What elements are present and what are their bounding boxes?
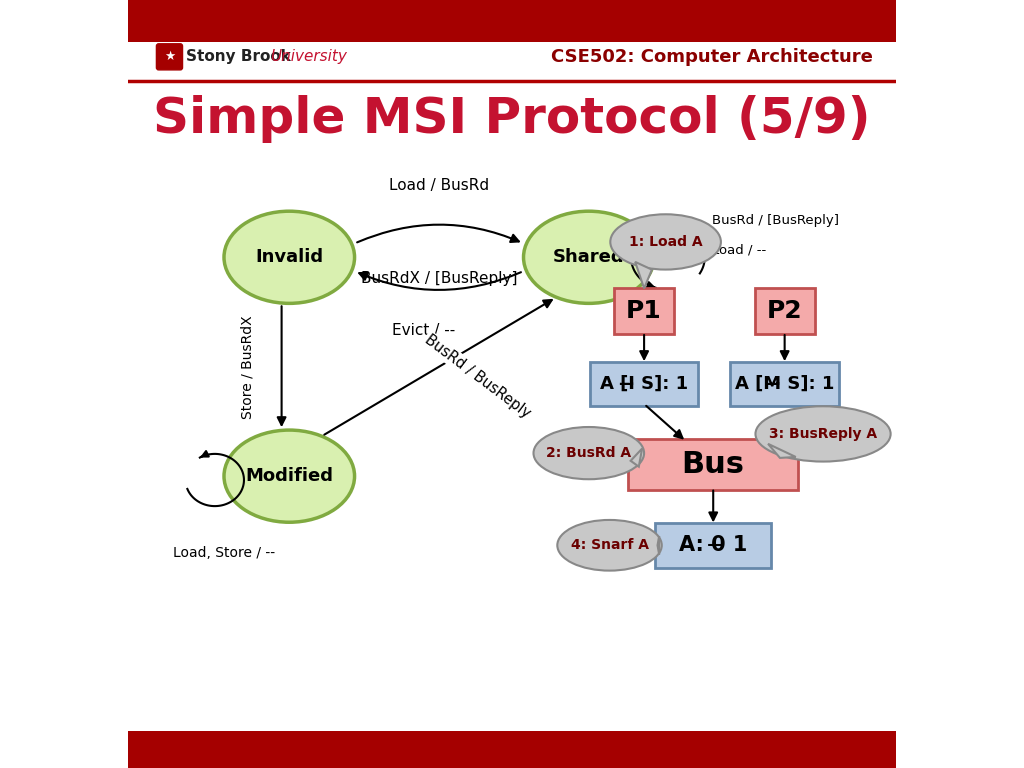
Text: Load / --: Load / -- [712,243,766,256]
Text: 2: BusRd A: 2: BusRd A [546,446,632,460]
Text: 1: Load A: 1: Load A [629,235,702,249]
Polygon shape [631,449,642,467]
Ellipse shape [557,520,662,571]
FancyBboxPatch shape [655,523,771,568]
FancyBboxPatch shape [755,288,814,335]
Text: P1: P1 [627,299,662,323]
FancyBboxPatch shape [614,288,674,335]
Text: Simple MSI Protocol (5/9): Simple MSI Protocol (5/9) [154,95,870,143]
Bar [128,0,896,42]
Text: A: 0̶ 1: A: 0̶ 1 [679,535,748,555]
Text: P2: P2 [767,299,803,323]
Polygon shape [657,536,659,554]
Polygon shape [768,444,796,458]
Text: A [I̶ S]: 1: A [I̶ S]: 1 [600,375,688,393]
Text: University: University [270,49,347,65]
Text: Load / BusRd: Load / BusRd [389,178,489,194]
Text: 3: BusReply A: 3: BusReply A [769,427,878,441]
Text: Load, Store / --: Load, Store / -- [173,546,275,560]
Text: Bus: Bus [682,450,744,479]
FancyBboxPatch shape [590,362,698,406]
Ellipse shape [756,406,891,462]
Text: Modified: Modified [246,467,333,485]
FancyBboxPatch shape [730,362,839,406]
Ellipse shape [534,427,644,479]
Ellipse shape [224,211,354,303]
FancyBboxPatch shape [629,439,798,490]
Text: ★: ★ [164,51,175,63]
Ellipse shape [224,430,354,522]
Text: Stony Brook: Stony Brook [185,49,291,65]
Text: A [M̶ S]: 1: A [M̶ S]: 1 [735,375,835,393]
Text: Store / BusRdX: Store / BusRdX [240,315,254,419]
Text: BusRd / BusReply: BusRd / BusReply [422,332,534,421]
Text: Invalid: Invalid [255,248,324,266]
Ellipse shape [523,211,654,303]
Text: CSE502: Computer Architecture: CSE502: Computer Architecture [551,48,872,66]
Text: 4: Snarf A: 4: Snarf A [570,538,648,552]
Text: Shared: Shared [553,248,625,266]
Bar [128,731,896,768]
Ellipse shape [610,214,721,270]
Text: BusRdX / [BusReply]: BusRdX / [BusReply] [360,270,517,286]
Text: BusRd / [BusReply]: BusRd / [BusReply] [712,214,839,227]
Polygon shape [635,262,652,289]
Text: Evict / --: Evict / -- [392,323,456,338]
FancyBboxPatch shape [157,44,182,70]
